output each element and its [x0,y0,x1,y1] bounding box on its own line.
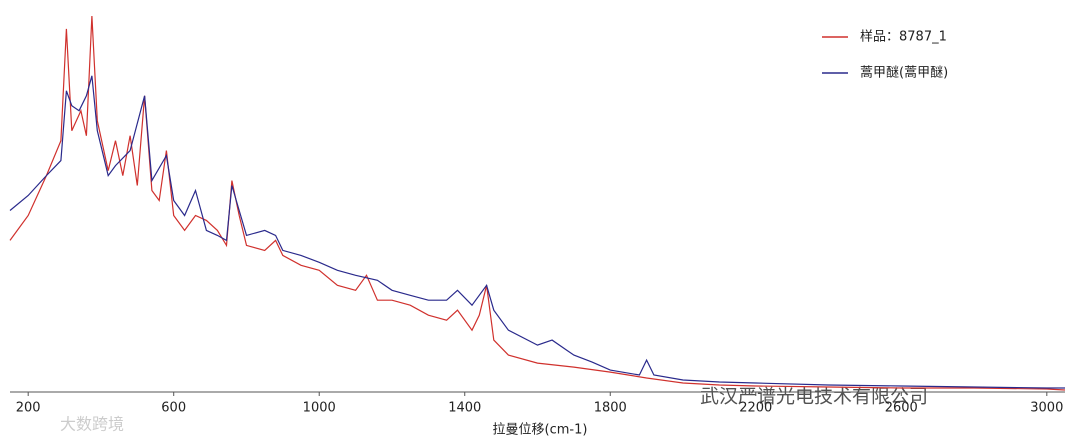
x-tick-label: 3000 [1030,401,1063,416]
x-tick-label: 600 [161,401,186,416]
x-tick-label: 1800 [594,401,627,416]
series-line [9,15,1066,391]
x-tick-label: 2200 [739,401,772,416]
x-tick-label: 1000 [303,401,336,416]
legend-label: 蒿甲醚(蒿甲醚) [860,66,948,81]
x-tick-label: 2600 [885,401,918,416]
x-tick-label: 200 [16,401,41,416]
watermark: 武汉严谱光电技术有限公司 [700,386,928,408]
watermark: 大数跨境 [60,415,124,434]
legend-label: 样品：8787_1 [860,30,947,45]
series-line [9,75,1065,389]
x-axis-label: 拉曼位移(cm-1) [493,423,588,438]
x-tick-label: 1400 [448,401,481,416]
